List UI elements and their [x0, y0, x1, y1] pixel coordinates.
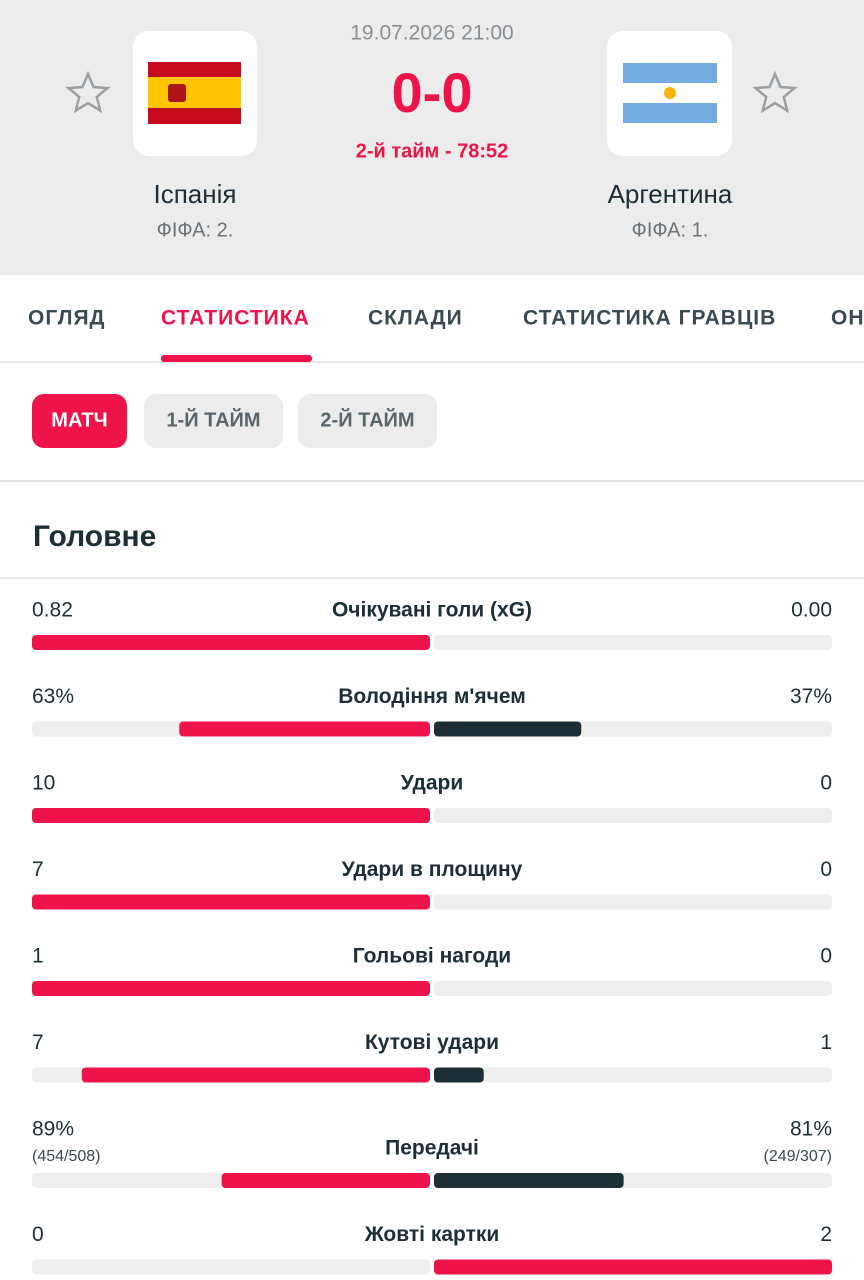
home-bar [179, 721, 430, 737]
flag-argentina [623, 63, 717, 123]
home-bar [32, 808, 430, 823]
home-bar [81, 1067, 430, 1083]
tab[interactable]: ОГЛЯД [28, 307, 106, 330]
stat-home-detail: (454/508) [32, 1148, 101, 1165]
stat-home-value: 63% [32, 685, 74, 708]
match-date: 19.07.2026 21:00 [350, 22, 514, 45]
away-bar [434, 1067, 484, 1083]
bar-track [434, 635, 832, 650]
stat-away-value: 81% [790, 1118, 832, 1141]
stat-away-value: 0.00 [791, 599, 832, 622]
stat-away-detail: (249/307) [764, 1148, 833, 1165]
team-name[interactable]: Аргентина [608, 179, 733, 209]
stat-away-value: 0 [820, 772, 832, 795]
stat-name: Гольові нагоди [353, 945, 511, 968]
stat-name: Жовті картки [364, 1223, 500, 1246]
score: 0-0 [392, 61, 473, 124]
favorite-star[interactable] [752, 70, 798, 114]
stat-home-value: 0 [32, 1223, 44, 1246]
period-chip-label[interactable]: 2-Й ТАЙМ [320, 407, 414, 431]
period-chip[interactable] [144, 394, 283, 448]
stat-name: Удари [401, 772, 464, 795]
stat-home-value: 0.82 [32, 599, 73, 622]
match-status: 2-й тайм - 78:52 [356, 140, 509, 162]
period-chip-label[interactable]: 1-Й ТАЙМ [166, 407, 260, 431]
stat-away-value: 1 [820, 1031, 832, 1054]
fifa-rank: ФІФА: 2. [157, 219, 234, 241]
stat-name: Передачі [385, 1137, 479, 1160]
stat-away-value: 37% [790, 685, 832, 708]
stat-name: Удари в площину [342, 858, 523, 881]
bar-track [434, 894, 832, 910]
home-bar [32, 981, 430, 996]
period-chip[interactable] [32, 394, 127, 448]
away-bar [434, 1173, 624, 1188]
team-name[interactable]: Іспанія [154, 179, 237, 209]
home-bar [221, 1173, 430, 1188]
home-bar [32, 635, 430, 650]
stat-name: Кутові удари [365, 1031, 499, 1054]
stat-home-value: 7 [32, 1031, 44, 1054]
bar-track [32, 1259, 430, 1275]
stat-home-value: 10 [32, 772, 55, 795]
bar-track [434, 1067, 832, 1083]
home-bar [32, 894, 430, 910]
stat-home-value: 7 [32, 858, 44, 881]
section-title: Головне [33, 520, 156, 553]
tab[interactable]: ОН [831, 307, 864, 330]
stat-away-value: 0 [820, 858, 832, 881]
active-tab-indicator [161, 355, 312, 362]
flag-spain [148, 62, 241, 124]
stat-home-value: 89% [32, 1118, 74, 1141]
stat-away-value: 2 [820, 1223, 832, 1246]
away-bar [434, 721, 582, 737]
period-chip[interactable] [298, 394, 437, 448]
fifa-rank: ФІФА: 1. [632, 219, 709, 241]
period-chip-label[interactable]: МАТЧ [51, 409, 107, 431]
stat-name: Володіння м'ячем [338, 685, 526, 708]
away-bar [434, 1259, 832, 1275]
stat-name: Очікувані голи (xG) [332, 599, 532, 622]
tab[interactable]: СТАТИСТИКА [161, 307, 310, 330]
bar-track [434, 808, 832, 823]
bar-track [434, 981, 832, 996]
tab[interactable]: СТАТИСТИКА ГРАВЦІВ [523, 307, 776, 330]
stat-away-value: 0 [820, 945, 832, 968]
stat-home-value: 1 [32, 945, 44, 968]
tab[interactable]: СКЛАДИ [368, 307, 463, 330]
favorite-star[interactable] [65, 70, 111, 114]
